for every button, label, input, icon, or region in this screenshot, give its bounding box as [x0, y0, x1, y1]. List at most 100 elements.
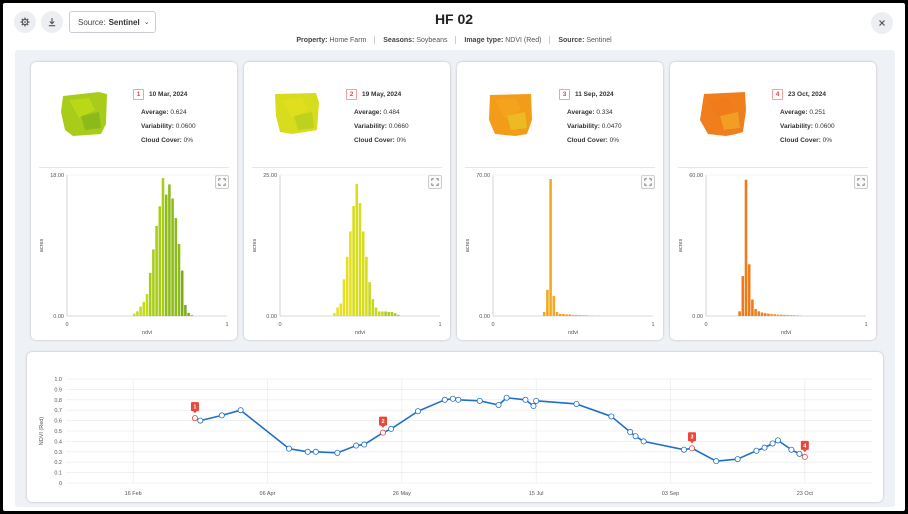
data-point[interactable]: [522, 396, 529, 403]
data-point[interactable]: [237, 407, 244, 414]
field-thumbnail[interactable]: [485, 90, 535, 138]
data-point[interactable]: [533, 397, 540, 404]
image-marker-pointer: [381, 425, 386, 428]
x-axis-title: ndvi: [142, 330, 152, 336]
cloud-cover-value: 0%: [609, 137, 620, 144]
histogram-bar: [571, 314, 575, 316]
data-point[interactable]: [449, 395, 456, 402]
data-point[interactable]: [680, 446, 687, 453]
image-card[interactable]: 1 10 Mar, 2024 Average: 0.624 Variability…: [31, 62, 237, 340]
y-axis-title: acres: [678, 239, 684, 253]
image-info: 3 11 Sep, 2024 Average: 0.334 Variability…: [559, 89, 622, 144]
histogram-bar: [565, 314, 568, 316]
ndvi-histogram[interactable]: 70.00 0.000 1 ndvi acres: [457, 168, 663, 340]
data-point[interactable]: [788, 446, 795, 453]
histogram-bar: [139, 306, 142, 316]
data-point[interactable]: [361, 441, 368, 448]
data-point[interactable]: [503, 394, 510, 401]
ndvi-histogram[interactable]: 60.00 0.000 1 ndvi acres: [670, 168, 876, 340]
meta-divider: [455, 36, 457, 44]
y-min-label: 0.00: [692, 314, 703, 320]
data-point[interactable]: [688, 445, 695, 452]
image-card[interactable]: 4 23 Oct, 2024 Average: 0.251 Variability…: [670, 62, 876, 340]
meta-bar: Property: Home Farm Seasons: Soybeans Im…: [3, 36, 905, 44]
histogram-bar: [763, 313, 767, 316]
y-axis-title: NDVI (Red): [39, 417, 45, 446]
data-point[interactable]: [530, 403, 537, 410]
field-thumbnail[interactable]: [272, 90, 322, 138]
image-card[interactable]: 2 19 May, 2024 Average: 0.484 Variability…: [244, 62, 450, 340]
expand-button[interactable]: [215, 175, 229, 189]
average-label: Average:: [141, 109, 169, 116]
histogram-bar: [738, 311, 741, 316]
field-thumbnail[interactable]: [698, 90, 748, 138]
image-info: 2 19 May, 2024 Average: 0.484 Variability…: [346, 89, 409, 144]
data-point[interactable]: [312, 448, 319, 455]
histogram-bar: [145, 294, 149, 316]
average-value: 0.624: [170, 109, 187, 116]
card-divider: [39, 167, 229, 168]
y-tick-label: 0: [59, 481, 62, 487]
data-point[interactable]: [455, 396, 462, 403]
ndvi-timeline-chart[interactable]: 0 0.1 0.2 0.3 0.4 0.5 0.6 0.7 0.8 0.9 1.0 16 Feb 06 …: [27, 352, 883, 502]
meta-divider: [374, 36, 376, 44]
data-point[interactable]: [441, 396, 448, 403]
data-point[interactable]: [774, 437, 781, 444]
data-point[interactable]: [218, 412, 225, 419]
data-point[interactable]: [632, 433, 639, 440]
data-point[interactable]: [640, 438, 647, 445]
settings-button[interactable]: [14, 11, 36, 33]
data-point[interactable]: [191, 415, 198, 422]
histogram-bar: [590, 315, 594, 316]
y-max-label: 18.00: [50, 173, 64, 179]
data-point[interactable]: [796, 450, 803, 457]
expand-button[interactable]: [641, 175, 655, 189]
data-point[interactable]: [627, 429, 634, 436]
download-icon: [48, 18, 56, 27]
data-point[interactable]: [353, 442, 360, 449]
ndvi-histogram[interactable]: 18.00 0.000 1 ndvi acres: [31, 168, 237, 340]
data-point[interactable]: [476, 397, 483, 404]
close-button[interactable]: [871, 12, 893, 34]
data-point[interactable]: [713, 458, 720, 465]
image-card[interactable]: 3 11 Sep, 2024 Average: 0.334 Variability…: [457, 62, 663, 340]
histogram-bar: [568, 314, 572, 316]
histogram-bar: [779, 314, 783, 316]
data-point[interactable]: [734, 456, 741, 463]
expand-icon: [857, 178, 865, 186]
source-dropdown[interactable]: Source: Sentinel ⌄: [69, 11, 156, 33]
field-thumbnail[interactable]: [59, 90, 109, 138]
data-point[interactable]: [801, 453, 808, 460]
histogram-bar: [384, 311, 387, 316]
data-point[interactable]: [573, 400, 580, 407]
expand-button[interactable]: [428, 175, 442, 189]
x-max-label: 1: [864, 322, 867, 328]
data-point[interactable]: [334, 449, 341, 456]
image-marker: [800, 440, 809, 450]
meta-property-value: Home Farm: [329, 36, 367, 44]
data-point[interactable]: [197, 417, 204, 424]
y-tick-label: 0.5: [54, 429, 62, 435]
image-date: 19 May, 2024: [362, 91, 402, 98]
data-point[interactable]: [414, 408, 421, 415]
y-tick-label: 0.3: [54, 450, 62, 456]
data-point[interactable]: [388, 425, 395, 432]
data-point[interactable]: [380, 429, 387, 436]
data-point[interactable]: [608, 413, 615, 420]
data-point[interactable]: [285, 445, 292, 452]
y-tick-label: 0.8: [54, 398, 62, 404]
ndvi-histogram[interactable]: 25.00 0.000 1 ndvi acres: [244, 168, 450, 340]
histogram-bar: [397, 314, 400, 316]
expand-button[interactable]: [854, 175, 868, 189]
x-axis-title: ndvi: [568, 330, 578, 336]
download-button[interactable]: [41, 11, 63, 33]
ndvi-series-line: [194, 396, 806, 462]
data-point[interactable]: [761, 444, 768, 451]
data-point[interactable]: [495, 402, 502, 409]
histogram-bar: [148, 272, 152, 316]
data-point[interactable]: [753, 447, 760, 454]
meta-seasons-value: Soybeans: [416, 36, 448, 44]
data-point[interactable]: [304, 448, 311, 455]
data-point[interactable]: [769, 440, 776, 447]
x-min-label: 0: [704, 322, 707, 328]
